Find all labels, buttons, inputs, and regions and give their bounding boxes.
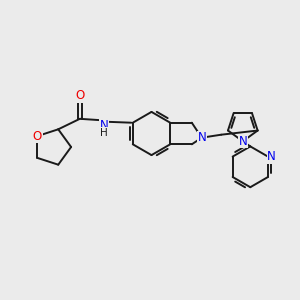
Text: O: O — [75, 89, 85, 102]
Text: N: N — [198, 131, 207, 144]
Text: H: H — [100, 128, 108, 138]
Text: N: N — [238, 135, 247, 148]
Text: O: O — [33, 130, 42, 142]
Text: N: N — [100, 119, 108, 132]
Text: N: N — [267, 150, 276, 163]
